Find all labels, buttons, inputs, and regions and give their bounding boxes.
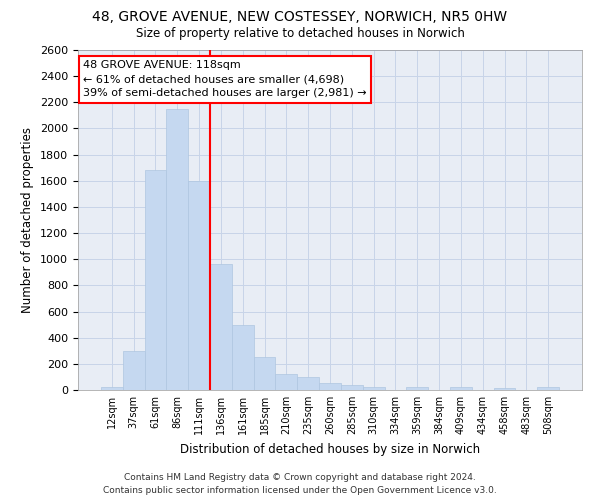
X-axis label: Distribution of detached houses by size in Norwich: Distribution of detached houses by size … <box>180 442 480 456</box>
Bar <box>188 181 210 390</box>
Bar <box>297 377 319 390</box>
Bar <box>319 384 341 390</box>
Bar <box>254 358 275 390</box>
Bar <box>145 170 166 390</box>
Bar <box>406 388 428 390</box>
Bar <box>275 374 297 390</box>
Text: 48, GROVE AVENUE, NEW COSTESSEY, NORWICH, NR5 0HW: 48, GROVE AVENUE, NEW COSTESSEY, NORWICH… <box>92 10 508 24</box>
Bar <box>232 324 254 390</box>
Bar <box>537 386 559 390</box>
Bar <box>101 386 123 390</box>
Bar <box>123 351 145 390</box>
Bar <box>363 386 385 390</box>
Y-axis label: Number of detached properties: Number of detached properties <box>22 127 34 313</box>
Bar <box>341 386 363 390</box>
Text: 48 GROVE AVENUE: 118sqm
← 61% of detached houses are smaller (4,698)
39% of semi: 48 GROVE AVENUE: 118sqm ← 61% of detache… <box>83 60 367 98</box>
Text: Contains HM Land Registry data © Crown copyright and database right 2024.
Contai: Contains HM Land Registry data © Crown c… <box>103 474 497 495</box>
Bar <box>450 388 472 390</box>
Bar <box>494 388 515 390</box>
Bar <box>210 264 232 390</box>
Text: Size of property relative to detached houses in Norwich: Size of property relative to detached ho… <box>136 28 464 40</box>
Bar <box>166 109 188 390</box>
